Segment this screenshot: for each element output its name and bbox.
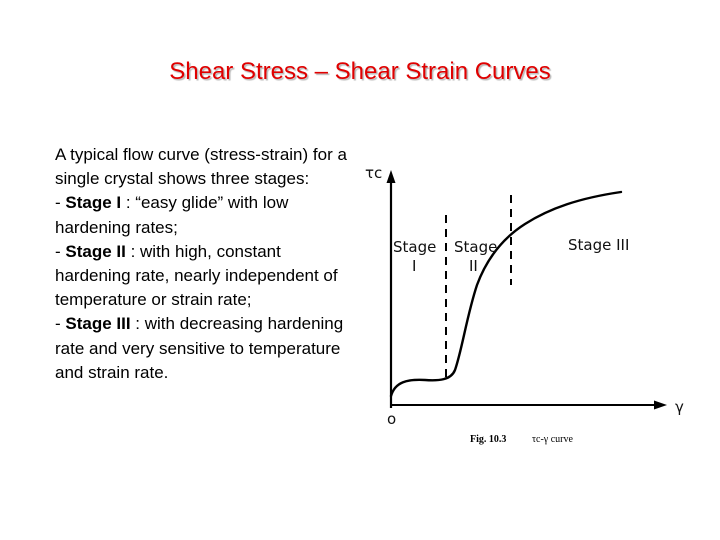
stage2-description: : with high, constant hardening rate, ne…: [55, 241, 338, 310]
x-axis-label: γ: [675, 398, 684, 416]
stress-strain-figure: τc γ o Stage I Stage II Stage III Fig. 1…: [365, 164, 684, 445]
stage2-figure-label-line1: Stage: [454, 238, 497, 256]
figure-caption-text: τc-γ curve: [532, 434, 573, 445]
stage1-label: Stage I: [65, 193, 122, 213]
y-axis-arrow: [386, 170, 396, 183]
stage3-item: - Stage III : with decreasing hardening …: [55, 312, 350, 385]
figure-caption-number: Fig. 10.3: [470, 434, 506, 445]
stage3-figure-label: Stage III: [568, 236, 629, 254]
stage1-item: - Stage I : “easy glide” with low harden…: [55, 191, 350, 239]
body-text: A typical flow curve (stress-strain) for…: [55, 143, 350, 385]
y-axis-label: τc: [365, 164, 382, 182]
stage2-item: - Stage II : with high, constant hardeni…: [55, 240, 350, 313]
flow-curve: [389, 190, 623, 398]
stage3-label: Stage III: [65, 314, 131, 334]
intro-text: A typical flow curve (stress-strain) for…: [55, 145, 347, 189]
x-axis-arrow: [654, 400, 667, 410]
stage1-figure-label-line2: I: [412, 257, 416, 275]
stage1-figure-label-line1: Stage: [393, 238, 436, 256]
stage2-figure-label-line2: II: [469, 257, 478, 275]
intro-paragraph: A typical flow curve (stress-strain) for…: [55, 143, 350, 191]
stage3-bullet: -: [55, 314, 66, 334]
stage1-description: : “easy glide” with low hardening rates;: [55, 193, 289, 237]
stage2-label: Stage II: [65, 241, 126, 261]
origin-label: o: [387, 410, 396, 428]
stage1-bullet: -: [55, 193, 66, 213]
slide-title: Shear Stress – Shear Strain Curves: [169, 58, 551, 85]
stage3-description: : with decreasing hardening rate and ver…: [55, 314, 344, 382]
stage2-bullet: -: [55, 241, 66, 261]
